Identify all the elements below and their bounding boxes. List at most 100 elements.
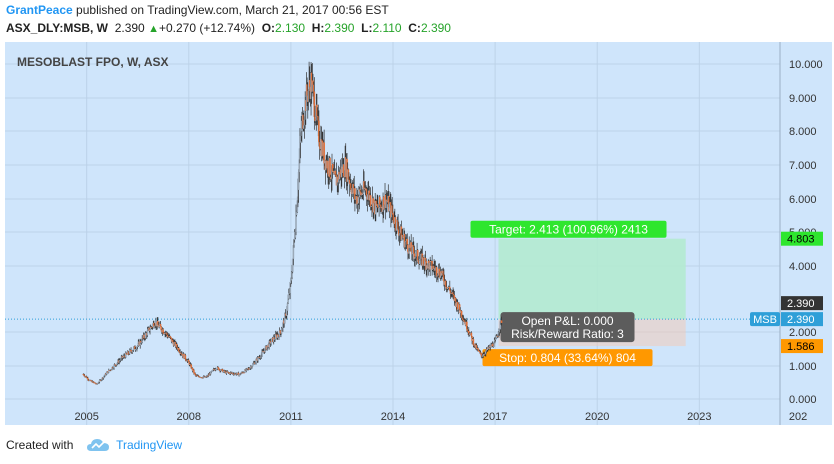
candle-body (369, 195, 372, 207)
candle-body (312, 80, 314, 85)
candle-body (373, 203, 375, 213)
candle-body (435, 267, 438, 276)
candle-body (407, 244, 409, 252)
candle-body (210, 371, 213, 373)
candle-body (284, 314, 286, 324)
tradingview-link[interactable]: TradingView (116, 438, 183, 452)
candle-body (295, 212, 298, 216)
candle-body (147, 328, 149, 331)
candle-body (472, 339, 475, 346)
price-chart[interactable]: Target: 2.413 (100.96%) 2413 Stop: 0.804 … (5, 42, 832, 425)
candle-body (463, 319, 466, 322)
candle-body (130, 349, 132, 352)
candle-body (212, 369, 214, 371)
candle-body (132, 350, 134, 352)
candle-body (394, 217, 397, 228)
candle-body (361, 192, 363, 195)
candle-body (146, 330, 149, 336)
candle-body (447, 287, 449, 290)
candle-body (301, 120, 303, 131)
candle-body (318, 142, 321, 147)
candle-body (367, 194, 369, 200)
chart-title: MESOBLAST FPO, W, ASX (17, 55, 169, 69)
candle-body (405, 240, 407, 242)
candle-body (244, 369, 246, 373)
candle-body (414, 256, 417, 258)
candle-body (170, 338, 173, 342)
candle-body (354, 188, 356, 200)
y-tick-label: 9.000 (789, 93, 817, 105)
candle-body (281, 328, 284, 331)
candle-body (298, 159, 301, 173)
candle-body (383, 205, 386, 210)
candle-body (358, 189, 361, 198)
candle-body (452, 294, 455, 296)
candle-body (303, 119, 306, 126)
candle-body (359, 189, 361, 192)
candle-body (149, 326, 152, 330)
candle-body (431, 261, 433, 270)
candle-body (375, 200, 378, 206)
candle-body (176, 343, 178, 348)
candle-body (314, 116, 316, 121)
candle-body (142, 337, 144, 339)
high-price-badge-bg (781, 296, 823, 311)
last-price: 2.390 (114, 21, 145, 35)
candle-body (98, 380, 101, 383)
candle-body (219, 369, 221, 372)
candle-body (293, 239, 295, 246)
candle-body (120, 357, 123, 360)
candle-body (456, 302, 459, 310)
candle-body (475, 345, 478, 350)
candle-body (85, 376, 88, 378)
author-link[interactable]: GrantPeace (6, 3, 73, 17)
candle-body (270, 341, 272, 344)
x-tick-label: 2005 (74, 411, 98, 423)
candle-body (354, 199, 357, 200)
candle-body (457, 308, 460, 310)
candle-body (391, 205, 394, 214)
candle-body (288, 293, 290, 299)
candle-body (400, 226, 403, 241)
candle-body (151, 326, 153, 328)
candle-body (347, 169, 350, 180)
candle-body (445, 280, 447, 287)
candle-body (358, 197, 360, 204)
candle-body (300, 130, 303, 136)
stop-label-bg (482, 349, 653, 367)
candle-body (100, 379, 103, 381)
candle-body (186, 360, 189, 362)
position-tool: Target: 2.413 (100.96%) 2413 Stop: 0.804 … (5, 220, 780, 367)
candle-body (351, 188, 354, 194)
candle-body (496, 335, 499, 337)
candle-body (249, 367, 251, 370)
candle-body (83, 374, 85, 376)
candle-body (219, 370, 222, 372)
candle-body (295, 215, 297, 232)
candle-body (291, 271, 293, 278)
candle-body (287, 298, 289, 304)
candle-body (305, 84, 308, 111)
candle-body (125, 353, 127, 358)
candle-body (277, 334, 280, 336)
candle-body (302, 114, 304, 129)
candle-body (160, 326, 162, 331)
candle-body (259, 357, 262, 359)
candle-body (299, 142, 301, 160)
candle-body (252, 363, 255, 365)
candle-body (260, 354, 263, 358)
candle-body (178, 351, 181, 353)
candle-body (141, 337, 143, 343)
candle-body (361, 193, 364, 195)
candle-body (386, 199, 388, 201)
candle-body (497, 333, 500, 336)
candle-body (231, 372, 233, 374)
candle-body (286, 303, 289, 311)
candle-body (408, 244, 411, 254)
candle-body (202, 377, 204, 378)
pnl-label: Open P&L: 0.000 (521, 314, 613, 328)
published-text: published on TradingView.com, March 21, … (76, 3, 389, 17)
candle-body (485, 351, 487, 354)
candle-body (87, 379, 90, 381)
stop-price-badge-bg (781, 339, 823, 354)
